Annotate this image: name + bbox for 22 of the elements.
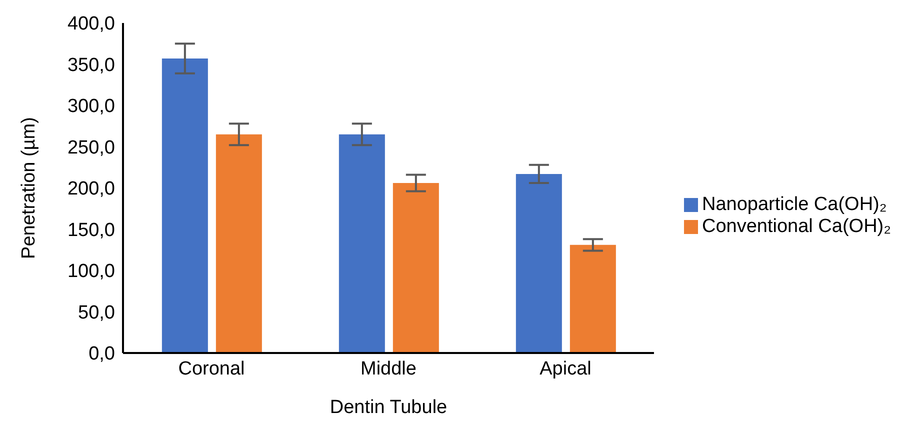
bar [392, 183, 439, 353]
bar [570, 244, 616, 353]
y-tick-label: 400,0 [67, 14, 115, 35]
x-tick-label: Middle [360, 358, 416, 380]
bar [516, 174, 562, 353]
legend-label: Conventional Ca(OH)₂ [702, 216, 891, 236]
y-tick-label: 0,0 [88, 344, 115, 365]
x-axis-title: Dentin Tubule [330, 397, 448, 418]
legend-label: Nanoparticle Ca(OH)₂ [702, 194, 887, 214]
y-tick-label: 150,0 [67, 220, 115, 241]
y-axis-title: Penetration (µm) [18, 117, 40, 259]
bar [162, 58, 208, 353]
y-tick-label: 300,0 [67, 96, 115, 118]
y-tick-label: 50,0 [78, 302, 115, 324]
x-tick-label: Coronal [178, 358, 245, 380]
y-tick-label: 350,0 [67, 54, 115, 76]
bar [216, 134, 262, 353]
y-tick-label: 200,0 [67, 178, 115, 200]
x-tick-label: Apical [540, 358, 592, 380]
y-tick-label: 100,0 [67, 261, 115, 282]
y-tick-label: 250,0 [67, 137, 115, 158]
bar [338, 134, 385, 353]
